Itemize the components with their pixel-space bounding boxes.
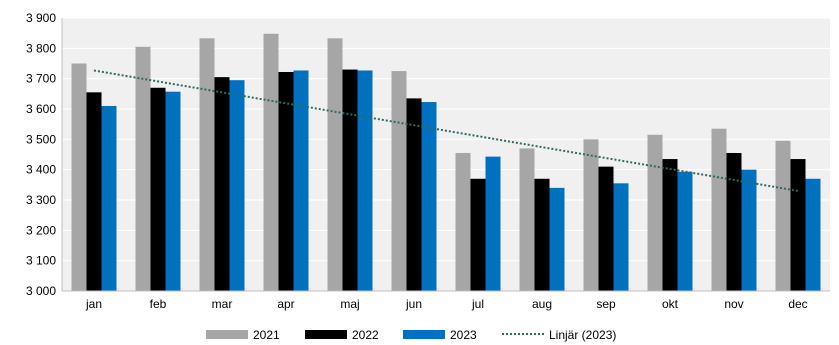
legend-swatch-2022 (305, 330, 347, 339)
bar-2022-jul (470, 178, 486, 291)
bar-2023-sep (613, 183, 629, 291)
bar-2021-aug (519, 148, 535, 291)
bar-2022-aug (534, 178, 550, 291)
y-tick-label: 3 100 (26, 254, 56, 268)
bar-2022-feb (150, 87, 166, 292)
bar-2023-jul (485, 156, 501, 291)
x-tick-label: apr (277, 297, 294, 311)
y-tick-label: 3 000 (26, 284, 56, 298)
legend-label: 2022 (352, 328, 379, 342)
bar-2021-maj (327, 38, 343, 291)
y-tick-label: 3 900 (26, 11, 56, 25)
trendline (93, 69, 799, 192)
bar-2021-dec (775, 140, 791, 291)
bar-2023-aug (549, 187, 565, 291)
bar-2022-okt (662, 159, 678, 291)
bar-2022-mar (214, 77, 230, 292)
bar-2021-okt (647, 134, 663, 291)
bar-2021-sep (583, 139, 599, 291)
bar-2023-feb (165, 91, 181, 292)
bar-2022-jan (86, 92, 102, 291)
x-tick-label: jul (471, 297, 484, 311)
bar-2022-dec (790, 159, 806, 291)
bar-2023-jan (101, 105, 117, 291)
legend-swatch-2021 (206, 330, 248, 339)
bar-2022-apr (278, 71, 294, 291)
legend: 2021 2022 2023 Linjär (2023) (206, 328, 616, 342)
bar-2021-nov (711, 128, 727, 291)
x-tick-label: dec (788, 297, 807, 311)
y-tick-label: 3 500 (26, 132, 56, 146)
x-tick-label: aug (532, 297, 552, 311)
x-tick-label: nov (724, 297, 743, 311)
bar-2021-mar (199, 38, 215, 291)
gridlines (62, 17, 830, 292)
y-tick-label: 3 200 (26, 223, 56, 237)
x-tick-label: okt (662, 297, 679, 311)
bar-2023-apr (293, 70, 309, 291)
y-tick-label: 3 600 (26, 102, 56, 116)
bar-2021-feb (135, 46, 151, 291)
x-tick-label: jun (405, 297, 422, 311)
bar-2022-jun (406, 98, 422, 291)
x-tick-label: mar (212, 297, 233, 311)
x-tick-label: feb (150, 297, 167, 311)
bar-2022-sep (598, 166, 614, 291)
legend-label: 2021 (253, 328, 280, 342)
bar-2021-apr (263, 33, 279, 291)
axes: 3 000 3 100 3 200 3 300 3 400 3 500 3 600 3 700… (26, 11, 830, 311)
bar-2023-mar (229, 80, 245, 291)
bars (71, 33, 821, 292)
y-tick-label: 3 700 (26, 72, 56, 86)
bar-2023-okt (677, 171, 693, 291)
bar-2022-maj (342, 69, 358, 291)
bar-2021-jun (391, 71, 407, 291)
legend-swatch-2023 (403, 330, 445, 339)
y-tick-label: 3 800 (26, 41, 56, 55)
y-tick-label: 3 300 (26, 193, 56, 207)
legend-label: 2023 (450, 328, 477, 342)
x-tick-label: maj (340, 297, 359, 311)
bar-2023-jun (421, 102, 437, 291)
bar-2023-dec (805, 178, 821, 291)
bar-2023-maj (357, 70, 373, 291)
legend-label: Linjär (2023) (549, 328, 616, 342)
trendline-layer (93, 69, 799, 192)
bar-2021-jan (71, 63, 87, 291)
x-tick-label: jan (85, 297, 102, 311)
bar-2021-jul (455, 152, 471, 291)
y-tick-label: 3 400 (26, 163, 56, 177)
bar-2023-nov (741, 169, 757, 291)
x-tick-label: sep (596, 297, 616, 311)
bar-2022-nov (726, 152, 742, 291)
plot-area (62, 18, 830, 291)
